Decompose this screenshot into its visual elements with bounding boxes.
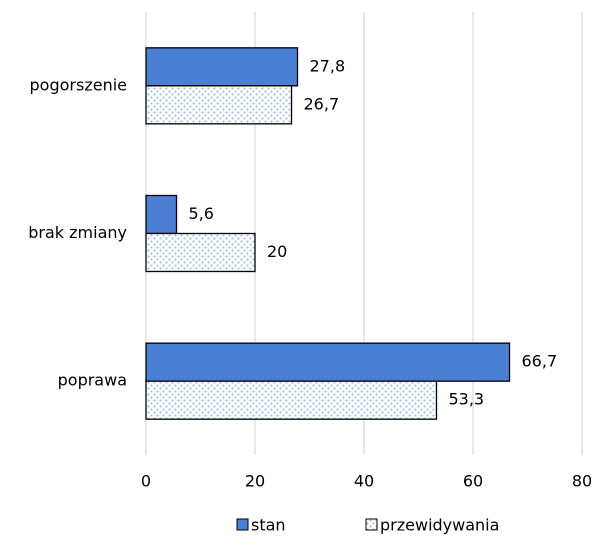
bar	[145, 85, 293, 125]
legend-label: przewidywania	[380, 516, 499, 535]
y-tick-label: poprawa	[58, 371, 127, 390]
value-label: 20	[267, 242, 287, 261]
value-label: 5,6	[189, 204, 214, 223]
x-tick-label: 20	[245, 472, 265, 491]
x-tick-label: 0	[141, 472, 151, 491]
x-tick-label: 80	[572, 472, 592, 491]
y-tick-label: pogorszenie	[30, 75, 127, 94]
bar	[145, 380, 438, 420]
legend-label: stan	[251, 516, 286, 535]
x-tick-label: 60	[463, 472, 483, 491]
value-label: 26,7	[304, 94, 340, 113]
value-label: 27,8	[310, 56, 346, 75]
bar	[145, 232, 256, 273]
legend-swatch	[365, 518, 378, 531]
y-tick-label: brak zmiany	[28, 223, 127, 242]
value-label: 53,3	[448, 390, 484, 409]
bar	[145, 47, 299, 87]
legend-swatch	[236, 518, 249, 531]
x-tick-label: 40	[354, 472, 374, 491]
value-label: 66,7	[522, 352, 558, 371]
bar	[145, 194, 178, 235]
bar	[145, 342, 511, 382]
